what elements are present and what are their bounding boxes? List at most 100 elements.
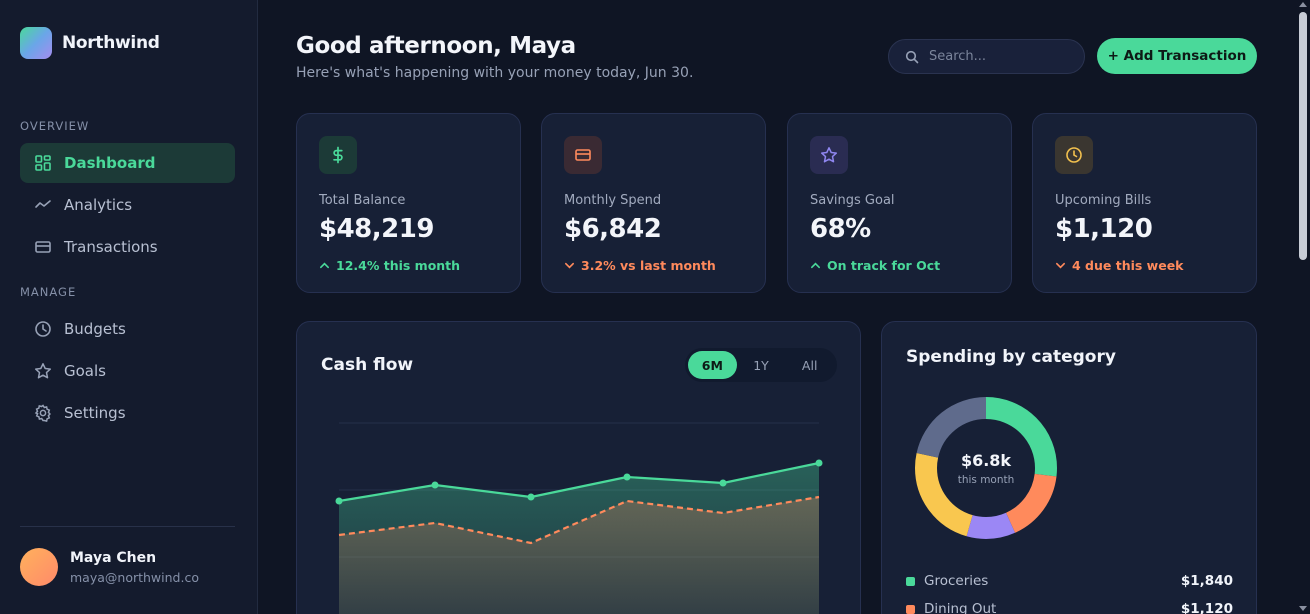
credit-card-icon <box>575 149 591 161</box>
brand[interactable]: Northwind <box>20 27 160 59</box>
income-line <box>338 461 820 503</box>
sidebar-item-label: Transactions <box>64 238 158 256</box>
legend-swatch <box>906 604 915 614</box>
add-transaction-button[interactable]: + Add Transaction <box>1097 38 1257 74</box>
stat-card-monthly-spend[interactable]: Monthly Spend $6,842 3.2% vs last month <box>541 113 766 293</box>
card-icon-bg <box>1055 136 1093 174</box>
donut-segment-3[interactable] <box>915 397 1057 539</box>
card-trend-text: 3.2% vs last month <box>581 258 716 273</box>
chevron-down-icon <box>1056 262 1065 269</box>
search-icon <box>905 50 919 63</box>
scroll-thumb[interactable] <box>1299 12 1307 260</box>
legend-swatch <box>906 576 915 586</box>
cashflow-title: Cash flow <box>321 355 414 375</box>
star-icon <box>34 363 52 379</box>
analytics-trend-icon <box>35 200 51 208</box>
card-label: Total Balance <box>319 193 406 208</box>
sidebar: Northwind OVERVIEW Dashboard Analytics T… <box>0 0 258 614</box>
sidebar-item-transactions[interactable]: Transactions <box>20 227 235 267</box>
card-value: $48,219 <box>319 214 434 244</box>
range-6m-button[interactable]: 6M <box>688 351 737 379</box>
avatar <box>20 548 58 586</box>
sidebar-item-dashboard[interactable]: Dashboard <box>20 143 235 183</box>
dollar-icon <box>333 146 343 164</box>
section-label-manage: MANAGE <box>20 285 77 299</box>
sidebar-item-label: Settings <box>64 404 126 422</box>
donut-segment-4[interactable] <box>915 397 1057 539</box>
section-label-overview: OVERVIEW <box>20 119 90 133</box>
data-point <box>431 481 439 489</box>
range-1y-button[interactable]: 1Y <box>753 357 769 373</box>
stat-card-upcoming-bills[interactable]: Upcoming Bills $1,120 4 due this week <box>1032 113 1257 293</box>
clock-icon <box>1066 147 1082 163</box>
star-icon <box>820 147 838 163</box>
card-trend-text: 12.4% this month <box>336 258 461 273</box>
cashflow-chart <box>335 422 823 614</box>
legend-row-dining-out[interactable]: Dining Out $1,120 <box>906 601 1233 614</box>
legend-row-groceries[interactable]: Groceries $1,840 <box>906 573 1233 589</box>
spending-title: Spending by category <box>906 347 1116 367</box>
data-point <box>527 493 535 501</box>
stat-card-total-balance[interactable]: Total Balance $48,219 12.4% this month <box>296 113 521 293</box>
credit-card-icon <box>35 241 51 253</box>
card-icon-bg <box>319 136 357 174</box>
dashboard-grid-icon <box>35 155 51 171</box>
data-point <box>623 473 631 481</box>
sidebar-item-budgets[interactable]: Budgets <box>20 309 235 349</box>
legend-amount: $1,840 <box>1180 573 1233 589</box>
donut-segment-2[interactable] <box>915 397 1057 539</box>
page-scrollbar[interactable] <box>1296 0 1310 614</box>
cashflow-panel: Cash flow 6M 1Y All <box>296 321 861 614</box>
legend-name: Groceries <box>924 573 989 589</box>
card-value: $6,842 <box>564 214 662 244</box>
stat-card-savings-goal[interactable]: Savings Goal 68% On track for Oct <box>787 113 1012 293</box>
sidebar-item-label: Goals <box>64 362 106 380</box>
page-title: Good afternoon, Maya <box>296 33 576 59</box>
user-name: Maya Chen <box>70 549 157 566</box>
series-area <box>339 497 819 614</box>
user-profile[interactable]: Maya Chen maya@northwind.co <box>20 548 199 586</box>
sidebar-item-settings[interactable]: Settings <box>20 393 235 433</box>
range-all-button[interactable]: All <box>801 357 818 373</box>
card-trend: On track for Oct <box>810 258 940 273</box>
sidebar-item-label: Dashboard <box>64 154 156 172</box>
donut-total: $6.8k <box>960 450 1012 470</box>
spending-donut: $6.8k this month <box>910 392 1062 544</box>
data-point <box>335 497 343 505</box>
search-box[interactable] <box>888 39 1085 74</box>
donut-caption: this month <box>957 473 1015 486</box>
card-icon-bg <box>810 136 848 174</box>
card-trend-text: On track for Oct <box>827 258 941 273</box>
legend-name: Dining Out <box>924 601 997 614</box>
donut-center: $6.8k this month <box>910 392 1062 544</box>
data-point <box>815 459 823 467</box>
sidebar-item-goals[interactable]: Goals <box>20 351 235 391</box>
user-email: maya@northwind.co <box>70 569 199 585</box>
legend-amount: $1,120 <box>1180 601 1233 614</box>
card-icon-bg <box>564 136 602 174</box>
clock-icon <box>35 321 51 337</box>
range-selector: 6M 1Y All <box>685 348 837 382</box>
search-input[interactable] <box>929 49 1069 64</box>
spending-panel: Spending by category $6.8k this month Gr… <box>881 321 1257 614</box>
card-trend: 3.2% vs last month <box>564 258 716 273</box>
sidebar-item-label: Analytics <box>64 196 133 214</box>
sidebar-item-label: Budgets <box>64 320 126 338</box>
scroll-up-arrow[interactable] <box>1299 2 1307 7</box>
brand-logo <box>20 27 52 59</box>
expense-line <box>338 495 820 545</box>
brand-name: Northwind <box>62 33 160 53</box>
card-label: Upcoming Bills <box>1055 193 1152 208</box>
chevron-down-icon <box>565 262 574 269</box>
card-label: Savings Goal <box>810 193 895 208</box>
chevron-up-icon <box>320 262 329 269</box>
card-trend: 4 due this week <box>1055 258 1184 273</box>
card-value: $1,120 <box>1055 214 1153 244</box>
card-trend-text: 4 due this week <box>1072 258 1184 273</box>
sidebar-divider <box>20 526 235 527</box>
card-label: Monthly Spend <box>564 193 662 208</box>
chevron-up-icon <box>811 262 820 269</box>
page-subtitle: Here's what's happening with your money … <box>296 65 694 81</box>
sidebar-item-analytics[interactable]: Analytics <box>20 185 235 225</box>
scroll-down-arrow[interactable] <box>1299 606 1307 611</box>
